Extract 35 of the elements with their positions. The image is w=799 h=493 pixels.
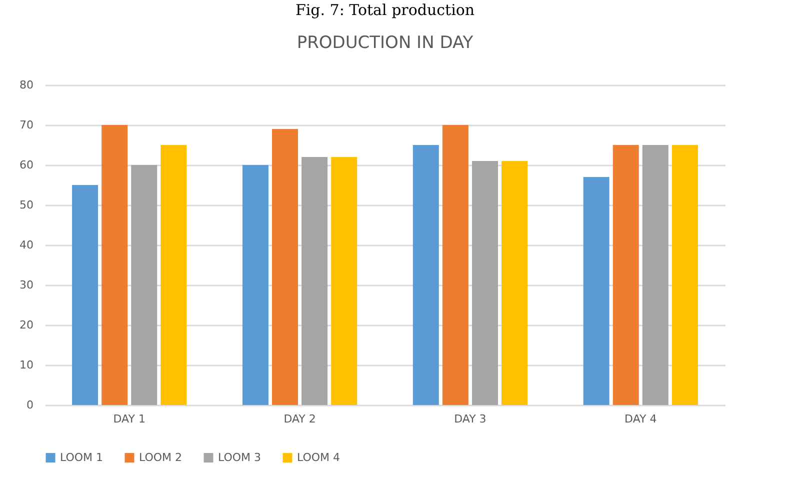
y-tick-label: 70 (20, 118, 34, 132)
bar (331, 157, 358, 405)
y-tick-label: 60 (20, 158, 34, 172)
y-tick-label: 30 (20, 278, 34, 292)
caption: Fig. 7: Total production (295, 1, 475, 19)
x-tick-label: DAY 3 (454, 412, 486, 426)
legend-label: LOOM 1 (60, 450, 104, 464)
chart-title: PRODUCTION IN DAY (296, 33, 474, 53)
legend-label: LOOM 4 (297, 450, 340, 464)
bar (672, 145, 698, 405)
y-tick-label: 10 (20, 358, 34, 372)
bar (612, 145, 639, 405)
y-tick-label: 80 (20, 78, 34, 92)
bar (583, 177, 610, 405)
y-tick-label: 50 (20, 198, 34, 212)
bar (642, 145, 668, 405)
bar (502, 161, 528, 405)
x-tick-label: DAY 1 (113, 412, 146, 426)
y-tick-label: 40 (20, 238, 34, 252)
bar (131, 165, 158, 405)
x-tick-label: DAY 4 (624, 412, 657, 426)
bar (160, 145, 187, 405)
y-tick-label: 20 (20, 318, 34, 332)
bar (472, 161, 498, 405)
bar (102, 125, 128, 405)
legend-label: LOOM 2 (139, 450, 182, 464)
x-tick-label: DAY 2 (284, 412, 316, 426)
bar (302, 157, 328, 405)
bar (242, 165, 268, 405)
legend-label: LOOM 3 (218, 450, 262, 464)
bar (272, 129, 298, 405)
bar (442, 125, 468, 405)
bar (412, 145, 439, 405)
bar (72, 185, 98, 405)
y-tick-label: 0 (26, 398, 34, 412)
